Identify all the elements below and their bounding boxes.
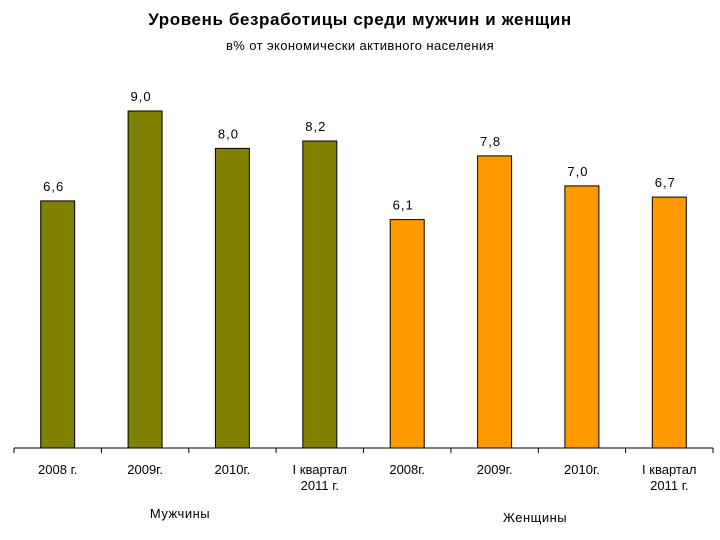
x-tick-label-8: I квартал 2011 г. <box>642 462 696 493</box>
x-tick-label-7: 2010г. <box>564 462 600 477</box>
value-label-4: 8,2 <box>305 119 326 134</box>
chart-title: Уровень безработицы среди мужчин и женщи… <box>148 10 572 29</box>
bar-3 <box>214 147 250 449</box>
value-label-8: 6,7 <box>655 175 676 190</box>
group-label-1: Мужчины <box>150 506 210 521</box>
group-label-2: Женщины <box>503 510 567 525</box>
x-tick-label-6: 2009г. <box>477 462 513 477</box>
value-label-5: 6,1 <box>393 198 414 213</box>
x-tick-label-3: 2010г. <box>215 462 251 477</box>
value-label-6: 7,8 <box>480 134 501 149</box>
bar-6 <box>477 155 513 449</box>
bar-1 <box>40 200 76 449</box>
x-tick-label-4: I квартал 2011 г. <box>293 462 347 493</box>
x-tick-label-1: 2008 г. <box>38 462 77 477</box>
bar-4 <box>302 140 338 449</box>
x-tick-label-5: 2008г. <box>389 462 425 477</box>
bar-2 <box>127 110 163 449</box>
x-tick-label-2: 2009г. <box>127 462 163 477</box>
value-label-1: 6,6 <box>43 179 64 194</box>
value-label-2: 9,0 <box>131 89 152 104</box>
value-label-3: 8,0 <box>218 126 239 141</box>
value-label-7: 7,0 <box>567 164 588 179</box>
bar-5 <box>389 219 425 449</box>
bar-7 <box>564 185 600 449</box>
bar-8 <box>651 196 687 449</box>
chart-subtitle: в% от экономически активного населения <box>225 38 495 53</box>
